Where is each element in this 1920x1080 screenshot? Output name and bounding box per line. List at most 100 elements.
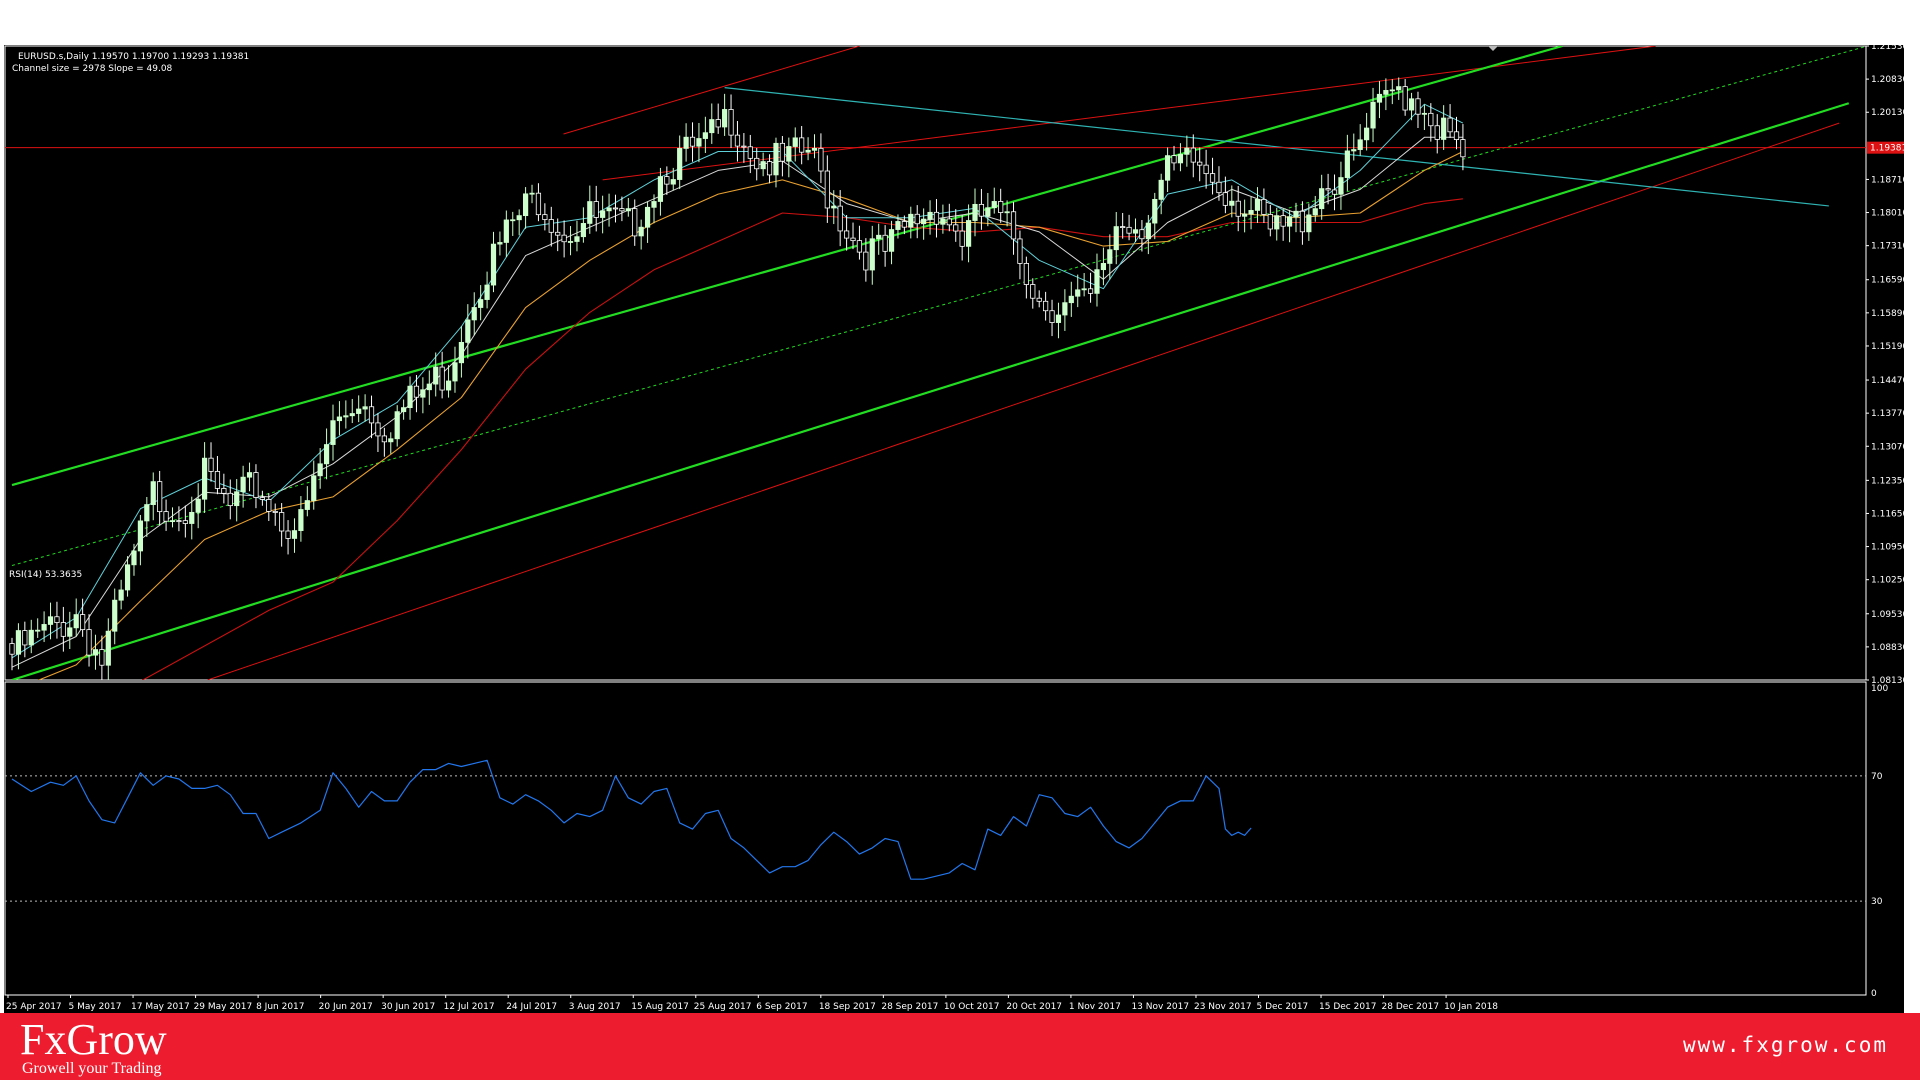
candle-body (317, 463, 323, 477)
candle-body (381, 435, 387, 443)
candle-body (1274, 215, 1280, 230)
candle-body (1242, 213, 1248, 217)
rsi-title: RSI(14) 53.3635 (9, 570, 82, 580)
candle-body (1100, 263, 1106, 271)
candle-body (895, 221, 901, 230)
candle-body (336, 416, 343, 422)
candle-body (356, 408, 362, 414)
candle-body (144, 504, 150, 522)
candle-body (1043, 300, 1049, 312)
candle-body (1325, 188, 1331, 191)
candle-body (1293, 210, 1299, 218)
candle-body (1190, 147, 1196, 163)
candle-body (1209, 173, 1216, 183)
candle-body (1357, 139, 1363, 150)
chart-canvas[interactable]: 1.21530 1.20830 1.20130 1.19381 1.18710 1.180… (4, 45, 1904, 1013)
rsi-tick-label: 30 (1871, 897, 1883, 907)
candle-body (35, 629, 41, 632)
candle-body (978, 203, 985, 217)
rsi-tick-label: 100 (1871, 684, 1888, 694)
candle-body (972, 203, 978, 221)
channel-mid (11, 46, 1866, 566)
rsi-panel[interactable] (4, 681, 1867, 996)
chart-terminal[interactable]: 1.21530 1.20830 1.20130 1.19381 1.18710 1.180… (4, 45, 1904, 1013)
candle-body (1261, 198, 1267, 215)
candle-body (799, 137, 805, 153)
candle-body (1383, 90, 1389, 95)
candle-body (41, 624, 47, 631)
brand-tagline: Growell your Trading (22, 1060, 162, 1077)
candle-body (529, 192, 535, 195)
candle-body (754, 157, 760, 170)
time-tick-label: 3 Aug 2017 (569, 1002, 621, 1012)
candle-body (1023, 262, 1029, 285)
price-tick-label: 1.15190 (1871, 342, 1904, 352)
axes: 1.21530 1.20830 1.20130 1.19381 1.18710 1.180… (6, 45, 1904, 1012)
candle-body (189, 511, 195, 524)
current-price-tag (1867, 141, 1904, 154)
candle-body (234, 491, 240, 507)
candle-body (1286, 216, 1293, 227)
candle-body (722, 109, 728, 128)
candle-body (670, 179, 676, 185)
candle-body (272, 510, 278, 513)
rsi-line (11, 759, 1252, 880)
price-tick-label: 1.14470 (1871, 376, 1904, 386)
candle-body (824, 170, 830, 209)
candle-body (1165, 155, 1171, 181)
price-chart[interactable] (4, 45, 1867, 724)
website-url[interactable]: www.fxgrow.com (1682, 1033, 1888, 1057)
candle-body (330, 420, 336, 445)
time-tick-label: 8 Jun 2017 (256, 1002, 304, 1012)
candle-body (176, 520, 182, 523)
candle-body (1421, 112, 1427, 115)
candle-body (619, 208, 625, 212)
candle-body (1075, 289, 1081, 297)
candle-body (921, 218, 927, 225)
candle-body (805, 149, 811, 153)
candle-body (1460, 139, 1466, 158)
price-tick-label: 1.12350 (1871, 476, 1904, 486)
candle-body (1306, 214, 1312, 233)
candle-body (1331, 189, 1338, 195)
candle-body (401, 407, 407, 413)
candle-body (375, 422, 381, 437)
candle-body (1107, 249, 1113, 264)
candle-body (214, 471, 221, 489)
candle-body (734, 134, 741, 147)
price-tick-label: 1.15890 (1871, 309, 1904, 319)
time-tick-label: 12 Jul 2017 (444, 1002, 495, 1012)
candle-body (876, 234, 882, 240)
candle-body (933, 211, 940, 225)
rsi-frame (4, 681, 1867, 996)
candle-body (1396, 86, 1402, 91)
time-tick-label: 5 May 2017 (69, 1002, 122, 1012)
candle-body (465, 319, 471, 343)
time-tick-label: 5 Dec 2017 (1257, 1002, 1309, 1012)
candle-body (285, 530, 291, 539)
candle-body (259, 497, 265, 500)
candle-body (523, 193, 529, 217)
candle-body (1158, 179, 1164, 200)
candle-body (99, 649, 105, 666)
rsi-tick-label: 70 (1871, 772, 1883, 782)
candle-body (478, 299, 484, 308)
candle-body (773, 142, 779, 176)
price-tick-label: 1.18010 (1871, 209, 1904, 219)
candle-body (1010, 211, 1017, 240)
candle-body (1434, 125, 1440, 140)
candle-body (991, 201, 997, 209)
candle-body (574, 236, 580, 242)
candle-body (657, 176, 664, 202)
candle-body (1267, 214, 1273, 230)
candle-body (998, 201, 1004, 213)
candle-body (811, 147, 818, 151)
candle-body (163, 511, 169, 522)
candle-body (1030, 284, 1036, 299)
candle-body (850, 237, 856, 242)
candle-body (1428, 112, 1434, 127)
time-tick-label: 15 Dec 2017 (1319, 1002, 1377, 1012)
candle-body (458, 341, 465, 364)
candle-body (253, 472, 259, 498)
candle-body (73, 614, 79, 629)
